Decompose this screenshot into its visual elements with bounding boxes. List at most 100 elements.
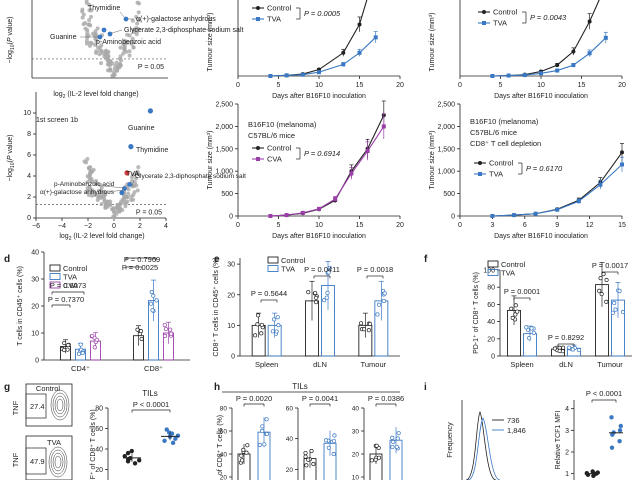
annotation-aminobenzoic: p-Aminobenzoic acid — [54, 181, 115, 188]
data-point — [597, 288, 602, 293]
data-point-tva — [490, 74, 495, 78]
data-point — [604, 277, 609, 283]
data-point — [304, 463, 309, 468]
p-value: P = 0.0041 — [302, 394, 338, 403]
data-point-tva — [164, 427, 169, 432]
volcano-point — [95, 26, 100, 31]
p-value: P < 0.0001 — [586, 389, 622, 398]
annotation-leader — [111, 29, 123, 34]
x-tick-label: 6 — [523, 222, 527, 229]
data-point — [163, 326, 168, 332]
highlight-point — [147, 108, 153, 114]
flow-contour — [54, 455, 62, 469]
x-tick-label: 0 — [236, 222, 240, 229]
data-point — [311, 462, 316, 467]
y-tick-label: 500 — [221, 191, 233, 198]
series-line-tva — [270, 36, 377, 77]
y-tick-label: 40 — [95, 447, 103, 454]
volcano-point — [121, 42, 126, 47]
data-point — [324, 295, 329, 300]
volcano-point — [83, 26, 88, 31]
data-point — [135, 327, 140, 332]
data-point-tva — [512, 213, 516, 218]
data-point-control — [587, 19, 592, 24]
volcano-point — [127, 49, 132, 54]
legend-swatch — [49, 273, 61, 280]
volcano-point — [101, 194, 106, 199]
volcano-point — [115, 205, 120, 210]
annotation-glycerate: Glycerate 2,3-diphosphate sodium salt — [124, 27, 244, 34]
x-tick-label: 10 — [537, 82, 545, 89]
data-point — [394, 444, 399, 449]
y-tick-label: 60 — [286, 406, 294, 413]
volcano-point — [130, 36, 135, 41]
y-tick-label: 1,000 — [437, 169, 455, 176]
data-point — [610, 310, 615, 315]
x-tick-label: 10 — [315, 222, 323, 229]
y-tick-label: 20 — [487, 336, 495, 343]
y-tick-label: 6 — [27, 152, 31, 159]
data-point-tva — [268, 74, 273, 78]
legend-label: CVA — [63, 281, 78, 290]
legend-label: Control — [501, 260, 526, 269]
x-tick-label: 15 — [618, 222, 626, 229]
volcano-point — [126, 187, 131, 192]
volcano-point — [85, 180, 90, 185]
y-axis-label: Frequency — [445, 422, 454, 458]
x-tick-label: 10 — [315, 82, 323, 89]
data-point — [255, 322, 260, 327]
flow-axis-label: TNF — [11, 452, 20, 467]
volcano-point — [136, 18, 141, 23]
highlight-point — [107, 31, 113, 37]
y-tick-label: 40 — [31, 250, 39, 257]
flow-contour — [52, 392, 68, 418]
x-axis-label: Days after B16F10 inoculation — [272, 93, 366, 100]
data-point — [331, 439, 337, 444]
flow-contour — [52, 452, 64, 472]
x-axis-label: log2 (IL-2 level fold change) — [53, 91, 138, 100]
data-point — [527, 336, 532, 341]
data-point — [274, 329, 279, 334]
x-category-label: Tumour — [597, 360, 623, 369]
threshold-label: P = 0.05 — [138, 64, 164, 71]
x-axis-label: Days after B16F10 inoculation — [494, 233, 588, 240]
data-point — [613, 307, 618, 312]
data-point — [162, 323, 167, 328]
data-point — [62, 340, 67, 346]
data-point — [529, 326, 534, 331]
data-point-control — [620, 150, 624, 155]
data-point — [260, 424, 265, 429]
y-tick-label: 80 — [95, 406, 103, 413]
p-value: P = 0.0411 — [304, 265, 340, 274]
volcano-point — [118, 45, 123, 50]
data-point — [373, 457, 378, 462]
x-axis-label: Days after B16F10 inoculation — [272, 233, 366, 240]
data-point-tva — [175, 433, 181, 438]
data-point — [259, 322, 264, 327]
x-category-label: dLN — [313, 360, 327, 369]
p-value: P = 0.0386 — [368, 394, 404, 403]
chart-note: B16F10 (melanoma) — [470, 117, 539, 126]
data-point-control — [136, 458, 142, 463]
y-tick-label: 20 — [95, 467, 103, 474]
y-tick-label: 20 — [352, 452, 360, 459]
threshold-label: P = 0.05 — [136, 209, 162, 216]
volcano-point — [102, 198, 107, 203]
p-value: P = 0.0025 — [122, 263, 158, 272]
legend-label: Control — [489, 159, 514, 168]
data-point-cva — [381, 124, 386, 129]
volcano-point — [84, 160, 89, 165]
data-point — [149, 290, 154, 295]
data-point — [331, 452, 336, 457]
legend-label: Control — [267, 144, 292, 153]
x-tick-label: −6 — [32, 223, 40, 230]
data-point-tva — [522, 73, 527, 78]
y-tick-label: 2,000 — [437, 124, 455, 131]
data-point — [168, 327, 173, 332]
volcano-point — [93, 182, 98, 187]
volcano-point — [83, 21, 88, 26]
flow-contour — [48, 446, 68, 478]
y-tick-label: 80 — [487, 285, 495, 292]
p-value: P = 0.0005 — [304, 9, 341, 18]
